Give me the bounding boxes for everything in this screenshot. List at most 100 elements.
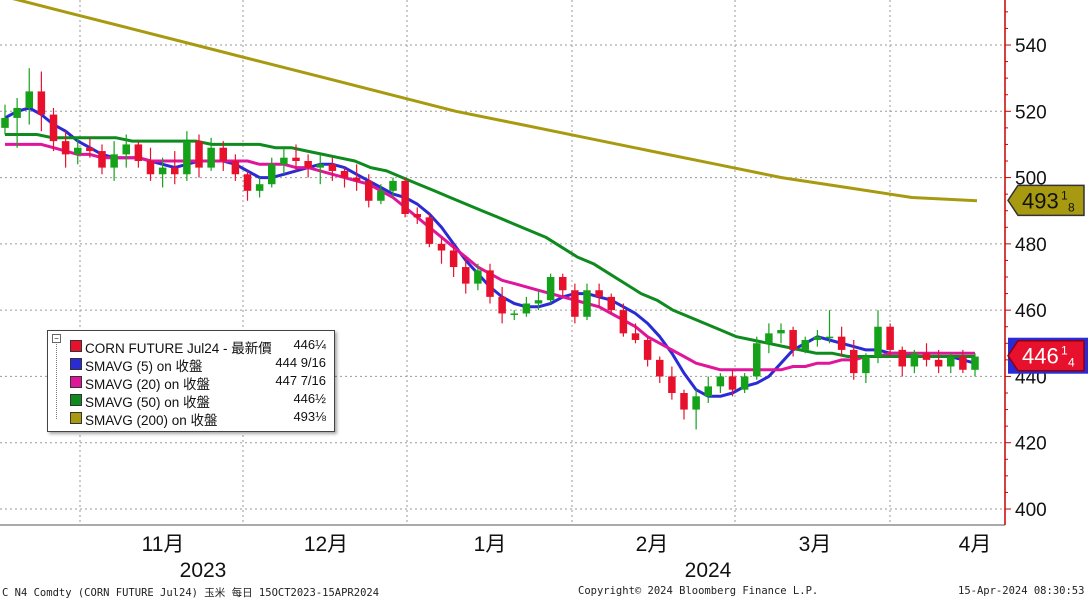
candle-body [377,190,385,201]
candle-body [243,174,252,191]
x-year-label: 2023 [180,559,227,582]
candle-body [292,157,300,161]
candle-body [86,147,94,152]
candle-body [413,214,422,218]
candle-body [255,184,264,191]
candle-body [304,161,312,168]
legend-item-sma20: SMAVG (20) on 收盤 447 7/16 [70,373,330,392]
candle-body [449,250,458,268]
candle-body [546,277,555,301]
candle-body [959,356,967,370]
candle-body [486,270,494,297]
candle-body [777,330,785,334]
price-tag-shape [1007,184,1085,217]
candle-body [595,290,603,297]
price-tag-value: 493 [1022,188,1059,213]
candle-body [13,107,21,118]
candle-body [631,333,640,340]
candle-body [401,180,409,215]
candle-body [498,296,506,314]
y-tick-label: 400 [1015,500,1047,521]
x-month-label: 3月 [799,533,832,556]
candle-body [195,141,203,168]
candle-body [110,154,118,168]
candle-body [680,393,688,410]
legend-swatch [70,376,82,388]
price-tag-fraction-num: 1 [1061,188,1068,202]
ma-line [12,0,978,203]
candle-body [910,353,919,367]
candle-body [849,349,858,374]
candle-body [898,349,907,367]
candle-body [837,336,846,350]
legend-label: SMAVG (200) on 收盤 [85,413,218,428]
legend-swatch [70,340,82,352]
footer-copyright: Copyright© 2024 Bloomberg Finance L.P. [578,585,819,597]
x-month-label: 12月 [304,533,348,556]
candle-body [267,164,276,185]
candle-body [170,167,179,175]
y-tick-label: 420 [1015,434,1047,455]
legend-item-sma200: SMAVG (200) on 收盤 493⅛ [70,409,330,428]
candle-body [328,164,337,171]
chart-grid [0,0,1005,525]
legend-swatch [70,412,82,424]
x-month-label: 4月 [959,533,992,556]
candle-body [752,343,761,377]
y-tick-label: 500 [1015,169,1047,190]
sma200-price-tag: 493 18 [1007,184,1085,217]
last-price-tag: 446 14 [1007,339,1085,372]
candle-body [474,270,482,284]
candle-body [146,161,155,175]
candle-body [158,167,167,175]
candle-body [461,267,470,284]
candle-body [389,180,397,191]
price-tag-fraction-den: 8 [1068,200,1075,214]
x-month-label: 2月 [636,533,669,556]
candle-body [704,386,713,397]
y-tick-label: 520 [1015,102,1047,123]
candle-body [510,313,519,315]
candlesticks [1,68,979,430]
legend-value: 444 9/16 [275,355,326,370]
candle-body [134,144,143,161]
price-tag-fraction-den: 4 [1068,356,1075,370]
legend-swatch [70,394,82,406]
candle-body [183,141,191,175]
footer-timestamp: 15-Apr-2024 08:30:53 [958,585,1085,597]
candle-body [692,396,700,410]
legend-item-price: CORN FUTURE Jul24 - 最新價 446¼ [70,337,330,356]
candle-body [583,290,591,317]
legend-item-sma50: SMAVG (50) on 收盤 446½ [70,391,330,410]
legend-collapse-icon[interactable]: − [52,334,61,343]
price-tag-value: 446 [1022,344,1059,369]
candle-body [425,217,434,244]
candle-body [98,151,106,168]
candle-body [522,303,531,314]
chart-legend[interactable]: − CORN FUTURE Jul24 - 最新價 446¼ SMAVG (5)… [47,330,335,432]
candle-body [874,326,882,357]
candle-body [352,177,361,181]
legend-tree-line [56,339,65,419]
candle-body [862,356,870,374]
candle-body [73,147,82,155]
legend-swatch [70,358,82,370]
footer-ticker: C N4 Comdty (CORN FUTURE Jul24) 玉米 每日 15… [2,587,380,599]
candle-body [765,333,773,344]
candle-body [122,144,131,155]
candle-body [340,170,349,178]
x-month-label: 1月 [474,533,507,556]
legend-value: 446¼ [293,337,326,352]
price-tag-shape [1007,339,1085,372]
candle-body [231,161,240,175]
candle-body [364,180,373,201]
candle-body [934,359,943,367]
legend-value: 493⅛ [293,409,326,424]
candle-body [61,141,70,155]
candle-body [801,339,810,350]
candle-body [922,353,931,360]
candle-body [558,277,567,291]
legend-label: SMAVG (50) on 收盤 [85,395,211,410]
